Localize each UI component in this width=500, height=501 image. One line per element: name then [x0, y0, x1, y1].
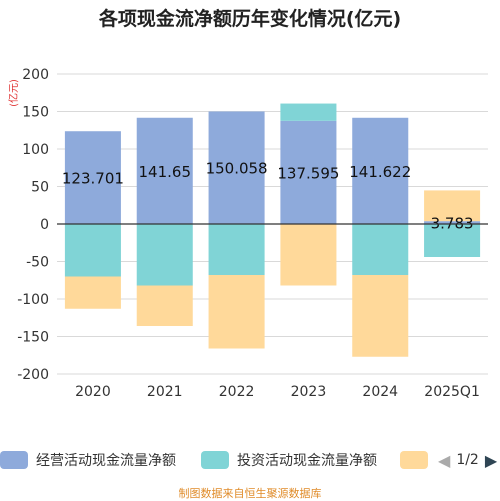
- pager-prev-icon[interactable]: ◀: [438, 450, 451, 470]
- bar-investing: [352, 224, 409, 275]
- y-tick-label: 50: [31, 180, 49, 196]
- legend-swatch: [0, 451, 28, 469]
- bar-financing: [352, 275, 409, 357]
- bar-financing: [64, 276, 121, 309]
- bar-investing: [424, 224, 481, 257]
- legend-swatch: [201, 451, 229, 469]
- y-tick-label: 150: [22, 105, 49, 121]
- x-tick-label: 2020: [75, 384, 111, 400]
- x-tick-label: 2022: [219, 384, 255, 400]
- y-tick-label: -150: [17, 330, 49, 346]
- bar-investing: [280, 103, 337, 121]
- x-tick-label: 2024: [362, 384, 398, 400]
- bar-investing: [64, 224, 121, 277]
- bar-value-label: 123.701: [62, 170, 124, 188]
- chart-plot: 123.701 141.65 150.058 137.595 141.6223.783 …: [7, 67, 488, 400]
- footer-source: 制图数据来自恒生聚源数据库: [178, 487, 322, 500]
- legend-pager: ◀ 1/2 ▶: [438, 449, 497, 471]
- legend-item-financing[interactable]: [400, 449, 436, 471]
- legend-label: 投资活动现金流量净额: [237, 453, 377, 469]
- legend-item-operating[interactable]: 经营活动现金流量净额: [0, 449, 176, 471]
- x-tick-label: 2021: [147, 384, 183, 400]
- y-tick-label: 200: [22, 67, 49, 83]
- bar-financing: [424, 190, 481, 222]
- pager-next-icon[interactable]: ▶: [484, 450, 498, 470]
- bar-value-label: 137.595: [277, 164, 339, 182]
- bar-operating: [208, 111, 265, 224]
- bar-operating: [424, 221, 481, 224]
- legend-item-investing[interactable]: 投资活动现金流量净额: [201, 449, 377, 471]
- y-axis-label: (亿元): [7, 79, 20, 107]
- bar-operating: [136, 117, 193, 224]
- pager-text: 1/2: [456, 452, 479, 468]
- bar-investing: [208, 224, 265, 275]
- axis-layer: -200 -150 -100 -50 0 50 100 150 200(亿元) 2020 2021 2…: [7, 67, 488, 400]
- bar-operating: [64, 131, 121, 224]
- bar-investing: [136, 224, 193, 286]
- bar-financing: [136, 285, 193, 326]
- bar-operating: [280, 120, 337, 224]
- y-tick-label: 0: [40, 217, 49, 233]
- bar-financing: [208, 275, 265, 349]
- y-tick-label: 100: [22, 142, 49, 158]
- bar-value-label: 141.65: [139, 163, 192, 181]
- y-tick-label: -50: [26, 255, 49, 271]
- bar-operating: [352, 117, 409, 224]
- legend: 经营活动现金流量净额 投资活动现金流量净额 ◀ 1/2 ▶: [0, 449, 500, 471]
- x-tick-label: 2025Q1: [424, 384, 480, 400]
- bar-layer: [64, 103, 481, 357]
- bar-financing: [280, 224, 337, 286]
- bar-value-label: 141.622: [349, 163, 411, 181]
- y-tick-label: -100: [17, 292, 49, 308]
- legend-label: 经营活动现金流量净额: [36, 453, 176, 469]
- legend-swatch: [400, 451, 428, 469]
- y-tick-label: -200: [17, 367, 49, 383]
- chart-title: 各项现金流净额历年变化情况(亿元): [98, 8, 402, 30]
- x-tick-label: 2023: [291, 384, 327, 400]
- bar-value-label: 150.058: [206, 160, 268, 178]
